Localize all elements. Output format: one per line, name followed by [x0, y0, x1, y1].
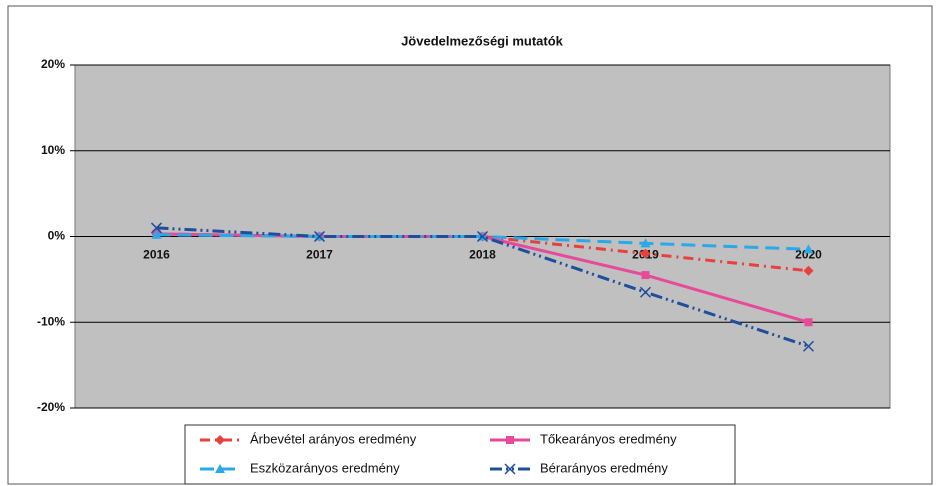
- x-tick-label: 2016: [143, 248, 170, 262]
- marker: [639, 286, 652, 298]
- legend-label: Tőkearányos eredmény: [540, 431, 677, 446]
- chart-title: Jövedelmezőségi mutatók: [401, 33, 564, 48]
- y-tick-label: -20%: [37, 400, 65, 414]
- series-line: [156, 226, 809, 348]
- marker: [804, 318, 813, 327]
- x-tick-label: 2020: [795, 248, 822, 262]
- marker: [215, 464, 225, 473]
- legend-label: Eszközarányos eredmény: [250, 460, 400, 475]
- legend-label: Bérarányos eredmény: [540, 460, 668, 475]
- marker: [640, 248, 651, 259]
- marker: [640, 238, 651, 248]
- marker: [803, 244, 814, 254]
- marker: [215, 435, 225, 445]
- y-tick-label: -10%: [37, 314, 65, 328]
- legend: [184, 424, 736, 485]
- marker: [313, 230, 326, 243]
- marker: [641, 271, 650, 280]
- marker: [802, 340, 815, 352]
- y-tick-label: 0%: [48, 229, 66, 243]
- series-line: [156, 232, 809, 273]
- x-tick-label: 2017: [306, 248, 333, 262]
- marker: [803, 265, 814, 276]
- marker: [150, 222, 163, 234]
- marker: [476, 230, 489, 243]
- marker: [506, 436, 514, 444]
- marker: [151, 229, 162, 239]
- y-tick-label: 10%: [41, 143, 65, 157]
- marker: [504, 463, 516, 475]
- x-tick-label: 2018: [469, 248, 496, 262]
- y-tick-label: 20%: [41, 57, 65, 71]
- legend-label: Árbevétel arányos eredmény: [250, 431, 417, 446]
